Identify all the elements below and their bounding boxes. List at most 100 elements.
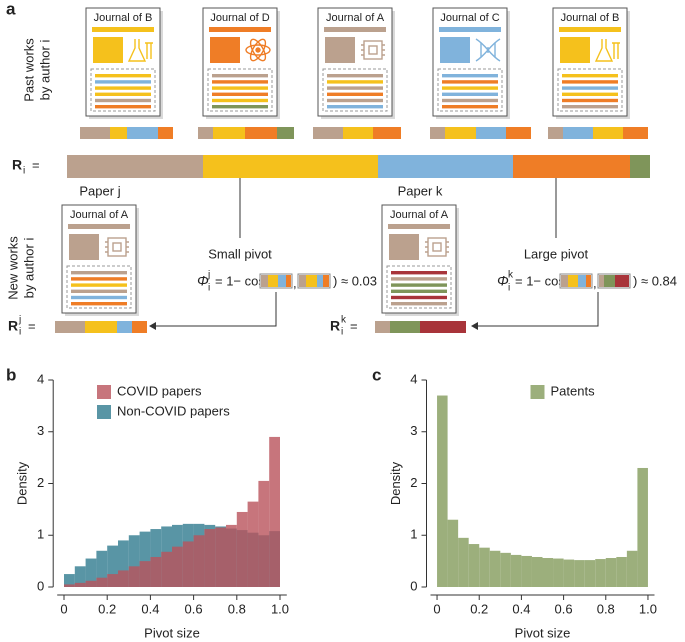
journal-name: Journal of B [94, 12, 153, 24]
mini-segment [268, 275, 278, 287]
mini-segment [286, 275, 291, 287]
composition-segment [445, 127, 476, 139]
doc-line [71, 302, 127, 306]
doc-line [442, 98, 498, 103]
side-label: New works [5, 236, 20, 300]
composition-segment [378, 155, 513, 178]
legend-label: COVID papers [117, 383, 202, 398]
mini-segment [615, 275, 629, 287]
doc-line [327, 74, 383, 78]
symbol: R [330, 318, 340, 334]
y-tick-label: 0 [410, 578, 417, 593]
doc-line [442, 92, 498, 96]
doc-line [212, 105, 268, 109]
mini-segment [561, 275, 568, 287]
histogram-bar [161, 551, 172, 587]
mini-segment [578, 275, 586, 287]
histogram-bar [128, 535, 140, 587]
composition-segment [548, 127, 563, 139]
doc-image [93, 37, 123, 63]
doc-body [386, 265, 452, 309]
formula-rhs: ) ≈ 0.03 [333, 273, 377, 288]
arrow-head [471, 322, 478, 330]
composition-segment [313, 127, 343, 139]
icon-part [425, 241, 449, 253]
icon-part [112, 242, 122, 252]
composition-segment [198, 127, 213, 139]
icon [425, 237, 449, 257]
histogram-bar [139, 561, 151, 587]
doc-line [212, 86, 268, 90]
x-tick-label: 0 [60, 601, 67, 616]
composition-segment [80, 127, 110, 139]
symbol: R [12, 157, 22, 173]
doc-line [391, 271, 447, 275]
doc-body [437, 68, 503, 112]
journal-name: Journal of A [326, 12, 385, 24]
doc-line [442, 105, 498, 109]
subscript: i [23, 166, 25, 177]
doc-line [391, 277, 447, 281]
y-tick-label: 1 [37, 527, 44, 542]
histogram-bar [226, 524, 237, 587]
histogram-bar [258, 480, 270, 587]
icon [127, 39, 153, 62]
side-label: by author i [37, 40, 52, 101]
doc-line [212, 74, 268, 78]
histogram-bar [118, 540, 129, 587]
x-tick-label: 0.4 [141, 601, 159, 616]
histogram-bar [542, 558, 554, 587]
y-tick-label: 3 [37, 423, 44, 438]
y-tick-label: 4 [37, 371, 44, 386]
histogram-bar [269, 436, 280, 587]
pivot-label: Large pivot [524, 246, 589, 261]
y-tick-label: 3 [410, 423, 417, 438]
doc-body [66, 265, 132, 309]
doc-line [71, 289, 127, 293]
histogram-bar [74, 566, 86, 587]
doc-line [95, 86, 151, 90]
doc-line [327, 92, 383, 96]
composition-segment [513, 155, 630, 178]
doc-line [391, 289, 447, 293]
composition-segment [55, 321, 85, 333]
doc-line [442, 80, 498, 84]
histogram-bar [479, 547, 490, 587]
doc-line [95, 80, 151, 84]
histogram-bar [107, 545, 118, 587]
doc-body [322, 68, 388, 112]
doc-line [212, 80, 268, 84]
side-label: Past works [21, 38, 36, 102]
equals: = [350, 318, 358, 333]
histogram-bar [215, 527, 226, 587]
journal-name: Journal of D [210, 12, 269, 24]
composition-segment [67, 155, 203, 178]
composition-segment [117, 321, 132, 333]
icon-part [145, 42, 153, 59]
icon-part [105, 241, 129, 253]
histogram-bar [553, 558, 564, 587]
journal-name: Journal of A [70, 209, 129, 221]
icon-part [361, 44, 385, 56]
legend-label: Patents [551, 383, 596, 398]
icon-part [249, 38, 267, 62]
x-tick-label: 0.6 [555, 601, 573, 616]
y-tick-label: 1 [410, 527, 417, 542]
doc-line [212, 98, 268, 103]
histogram-bar [489, 550, 501, 587]
histogram-bar [74, 582, 86, 587]
doc-line [212, 92, 268, 96]
x-tick-label: 1.0 [271, 601, 289, 616]
journal-name: Journal of B [561, 12, 620, 24]
histogram-bar [584, 560, 596, 587]
icon-part [245, 44, 271, 56]
histogram-bar [182, 541, 194, 587]
histogram-bar [236, 511, 248, 587]
histogram-bar [204, 529, 216, 587]
doc-line [562, 80, 618, 84]
composition-segment [85, 321, 117, 333]
composition-segment [506, 127, 531, 139]
histogram-bar [96, 550, 108, 587]
icon-part [249, 38, 267, 62]
x-tick-label: 0.2 [470, 601, 488, 616]
